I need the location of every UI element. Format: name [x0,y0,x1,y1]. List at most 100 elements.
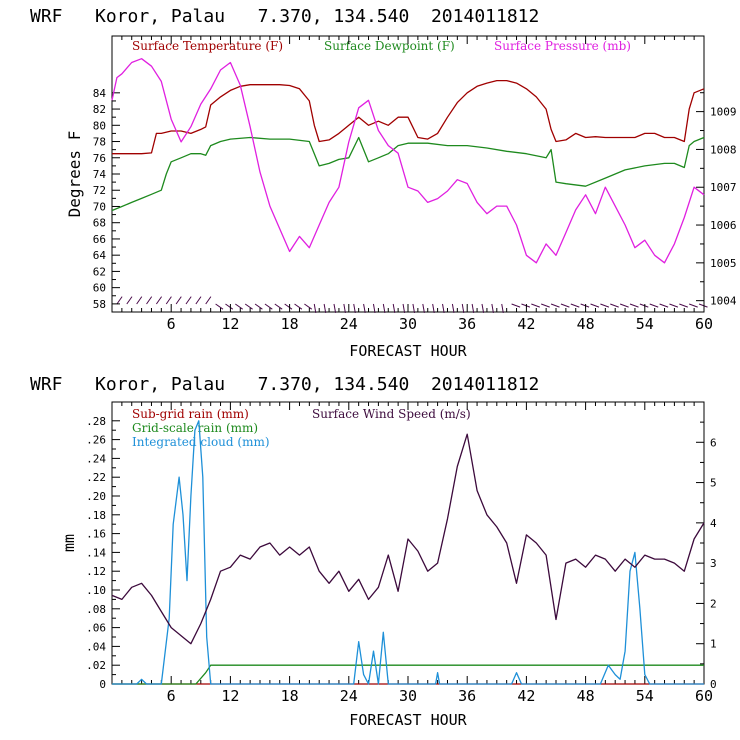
panel1-series [111,58,705,264]
y-tick-label: 58 [93,298,106,311]
legend-subgrid-rain: Sub-grid rain (mm) [132,407,249,421]
y2-tick-label: 1004 [710,295,737,308]
y-tick-label: 80 [93,119,106,132]
wind-barb [481,303,485,313]
x-tick-label: 24 [340,687,358,705]
y-tick-label: .20 [86,490,106,503]
wind-barb [461,303,465,313]
wind-barb [659,303,669,308]
panel2-ylabel: mm [60,534,78,552]
y-tick-label: .14 [86,546,106,559]
wind-barb [215,303,224,310]
y-tick-label: .02 [86,659,106,672]
wind-barb [304,303,313,310]
y2-tick-label: 0 [710,678,717,691]
wind-barb [264,303,273,310]
y2-tick-label: 1006 [710,219,737,232]
legend-wind-speed: Surface Wind Speed (m/s) [312,407,471,421]
x-tick-label: 42 [517,687,535,705]
y-tick-label: .04 [86,640,106,653]
wind-barb [333,303,337,313]
wind-barb [698,303,708,308]
y-tick-label: 72 [93,184,106,197]
y-tick-label: 62 [93,265,106,278]
wind-barb [155,296,163,305]
wind-barb [116,296,123,305]
wind-barb [471,303,475,313]
wind-barbs [116,296,708,313]
wind-barb [175,296,182,305]
y-tick-label: .24 [86,452,106,465]
wind-barb [521,303,531,308]
x-tick-label: 54 [636,687,654,705]
wind-barb [254,303,263,310]
y-tick-label: 70 [93,200,106,213]
wind-barb [590,303,600,308]
x-tick-label: 12 [221,687,239,705]
wind-barb [619,303,629,308]
panel2-series [111,420,705,685]
wind-barb [363,303,366,313]
wind-barb [284,303,293,310]
wind-barb [323,303,327,313]
wind-barb [422,303,425,313]
wind-barb [313,303,317,313]
surface-temperature-f-line [112,79,705,155]
wind-barb [511,303,521,308]
wind-barb [235,303,243,310]
wind-barb [195,296,202,305]
wind-barb [491,303,494,313]
panel2-title: WRF Koror, Palau 7.370, 134.540 20140118… [30,374,539,395]
legend-gridscale-rain: Grid-scale rain (mm) [132,421,258,435]
panel1-ylabel: Degrees F [65,131,84,218]
x-tick-label: 48 [577,315,595,333]
wind-barb [501,303,504,313]
x-tick-label: 12 [221,315,239,333]
y-tick-label: .10 [86,584,106,597]
wind-barb [225,303,234,310]
wind-barb [205,296,212,305]
y2-tick-label: 1 [710,638,717,651]
panel1-title: WRF Koror, Palau 7.370, 134.540 20140118… [30,6,539,27]
wind-barb [244,303,253,310]
y-tick-label: 84 [93,87,107,100]
wind-barb [580,303,590,308]
surface-pressure-mb-line [111,58,705,264]
panel1-xlabel: FORECAST HOUR [349,342,467,360]
wind-barb [689,303,698,308]
y2-tick-label: 5 [710,477,717,490]
wind-barb [531,303,540,308]
y-tick-label: .26 [86,434,106,447]
x-tick-label: 18 [281,687,299,705]
x-tick-label: 54 [636,315,654,333]
y-tick-label: 76 [93,152,106,165]
surface-wind-speed-m-s-line [111,433,705,645]
panel2-axes: 6 12 18 24 30 36 42 48 54 600.02.04.06.08.10.12.1… [86,402,717,705]
y2-tick-label: 2 [710,597,717,610]
wind-barb [126,296,133,305]
wind-barb [432,303,435,313]
y2-tick-label: 1005 [710,257,737,270]
y-tick-label: .08 [86,603,106,616]
panel2-xlabel: FORECAST HOUR [349,711,467,729]
y-tick-label: 0 [99,678,106,691]
wind-barb [541,303,550,308]
y2-tick-label: 1007 [710,181,737,194]
y-tick-label: .16 [86,528,106,541]
wind-barb [610,303,619,308]
x-tick-label: 6 [167,687,176,705]
legend-temperature: Surface Temperature (F) [132,39,283,53]
wind-barb [560,303,570,308]
y-tick-label: .12 [86,565,106,578]
wind-barb [392,303,396,313]
wind-barb [372,303,376,313]
y-tick-label: .22 [86,471,106,484]
wind-barb [451,303,455,313]
wind-barb [136,296,143,305]
wind-barb [600,303,610,308]
y2-tick-label: 3 [710,557,717,570]
y2-tick-label: 6 [710,436,717,449]
wind-barb [146,296,153,305]
